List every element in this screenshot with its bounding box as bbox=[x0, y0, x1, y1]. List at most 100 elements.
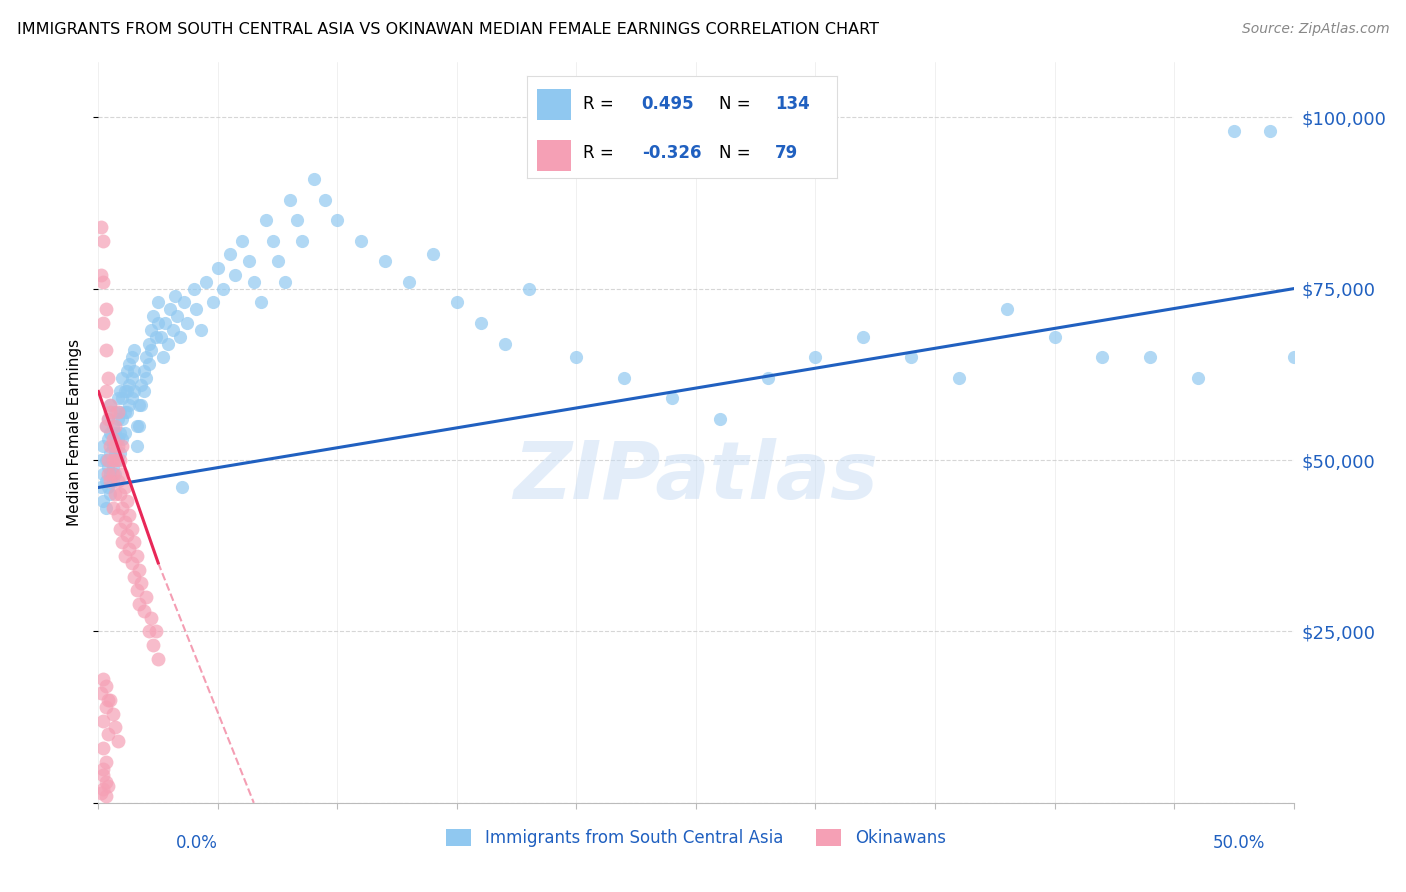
Point bbox=[470, 316, 492, 330]
Point bbox=[243, 275, 266, 289]
Point bbox=[98, 446, 122, 460]
Point bbox=[565, 350, 588, 364]
Point bbox=[94, 453, 117, 467]
Point bbox=[104, 446, 127, 460]
Point bbox=[114, 515, 136, 529]
Point bbox=[398, 275, 420, 289]
Point bbox=[101, 706, 124, 721]
Point bbox=[97, 727, 120, 741]
Point bbox=[108, 405, 131, 419]
Point bbox=[132, 364, 155, 378]
Point bbox=[90, 785, 112, 799]
Point bbox=[118, 357, 141, 371]
Point bbox=[98, 474, 122, 488]
Point bbox=[94, 789, 117, 803]
Point bbox=[108, 425, 131, 440]
Point bbox=[124, 535, 146, 549]
Point bbox=[101, 418, 124, 433]
Point bbox=[107, 474, 129, 488]
Point bbox=[115, 364, 138, 378]
Text: ZIPatlas: ZIPatlas bbox=[513, 438, 879, 516]
Point bbox=[115, 494, 138, 508]
Point bbox=[108, 384, 131, 399]
Point bbox=[98, 425, 122, 440]
Point bbox=[101, 453, 124, 467]
Point bbox=[91, 762, 114, 776]
Point bbox=[111, 412, 134, 426]
Point bbox=[97, 779, 120, 793]
Point bbox=[98, 487, 122, 501]
Point bbox=[101, 467, 124, 481]
Point bbox=[374, 254, 396, 268]
Point bbox=[125, 549, 148, 563]
Point bbox=[162, 323, 184, 337]
Point bbox=[91, 275, 114, 289]
Point bbox=[613, 371, 636, 385]
Point bbox=[97, 467, 120, 481]
Point bbox=[111, 535, 134, 549]
Point bbox=[138, 336, 160, 351]
Point bbox=[995, 302, 1018, 317]
Point bbox=[1139, 350, 1161, 364]
Point bbox=[148, 295, 170, 310]
Point bbox=[138, 624, 160, 639]
Point bbox=[1043, 329, 1066, 343]
Point bbox=[219, 247, 242, 261]
Point bbox=[104, 439, 127, 453]
Point bbox=[114, 549, 136, 563]
Point bbox=[114, 480, 136, 494]
Point bbox=[135, 350, 157, 364]
Point bbox=[94, 418, 117, 433]
Point bbox=[131, 377, 153, 392]
Text: -0.326: -0.326 bbox=[641, 144, 702, 161]
Point bbox=[98, 398, 122, 412]
Point bbox=[97, 412, 120, 426]
Point bbox=[121, 522, 143, 536]
Point bbox=[139, 610, 162, 624]
Point bbox=[169, 329, 191, 343]
Point bbox=[94, 343, 117, 358]
Point bbox=[350, 234, 373, 248]
Point bbox=[97, 453, 120, 467]
Point bbox=[756, 371, 779, 385]
Point bbox=[111, 439, 134, 453]
Point bbox=[111, 501, 134, 516]
Point bbox=[172, 480, 194, 494]
Point bbox=[145, 624, 167, 639]
Text: N =: N = bbox=[718, 95, 751, 112]
Point bbox=[94, 501, 117, 516]
Point bbox=[98, 405, 122, 419]
Point bbox=[274, 275, 297, 289]
Text: 134: 134 bbox=[775, 95, 810, 112]
Point bbox=[121, 556, 143, 570]
Point bbox=[90, 686, 112, 700]
Point bbox=[94, 679, 117, 693]
Point bbox=[97, 433, 120, 447]
Point bbox=[104, 487, 127, 501]
Point bbox=[107, 392, 129, 406]
Point bbox=[108, 487, 131, 501]
Point bbox=[125, 439, 148, 453]
Point bbox=[139, 343, 162, 358]
Point bbox=[190, 323, 212, 337]
Text: 0.495: 0.495 bbox=[641, 95, 695, 112]
Point bbox=[98, 439, 122, 453]
Point bbox=[517, 282, 540, 296]
Point bbox=[124, 384, 146, 399]
Point bbox=[262, 234, 284, 248]
Point bbox=[128, 563, 150, 577]
Point bbox=[121, 392, 143, 406]
Point bbox=[118, 508, 141, 522]
Point bbox=[1187, 371, 1209, 385]
Text: R =: R = bbox=[583, 95, 613, 112]
Legend: Immigrants from South Central Asia, Okinawans: Immigrants from South Central Asia, Okin… bbox=[440, 822, 952, 854]
Point bbox=[97, 693, 120, 707]
Point bbox=[90, 268, 112, 282]
Point bbox=[125, 583, 148, 598]
Point bbox=[128, 398, 150, 412]
Point bbox=[108, 522, 131, 536]
Point bbox=[98, 467, 122, 481]
Point bbox=[285, 213, 308, 227]
Point bbox=[124, 569, 146, 583]
Point bbox=[238, 254, 260, 268]
